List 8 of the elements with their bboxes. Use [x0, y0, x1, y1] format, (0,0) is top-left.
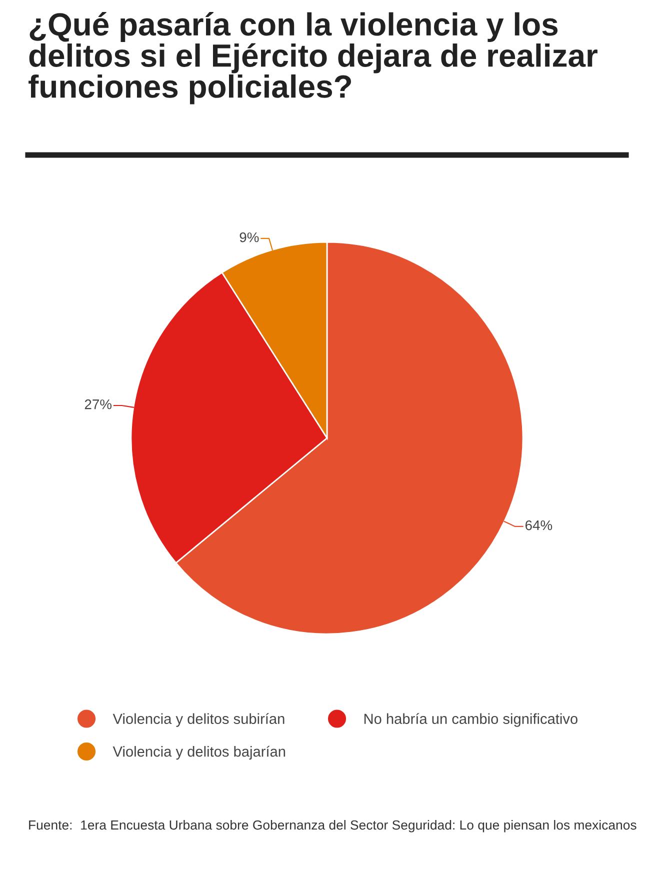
- data-label: 27%: [84, 399, 112, 410]
- chart-title: ¿Qué pasaría con la violencia y los delitos si el Ejército dejara de realizar funciones policiales?: [28, 12, 598, 104]
- legend-label: Violencia y delitos subirían: [112, 713, 284, 727]
- data-label: 9%: [240, 232, 259, 242]
- data-label: 64%: [525, 520, 552, 530]
- legend-label: Violencia y delitos bajarían: [112, 746, 286, 760]
- source-note: Fuente: 1era Encuesta Urbana sobre Gobernanza del Sector Seguridad: Lo que piensan los mexicanos: [29, 820, 636, 832]
- legend-label: No habría un cambio significativo: [364, 713, 578, 727]
